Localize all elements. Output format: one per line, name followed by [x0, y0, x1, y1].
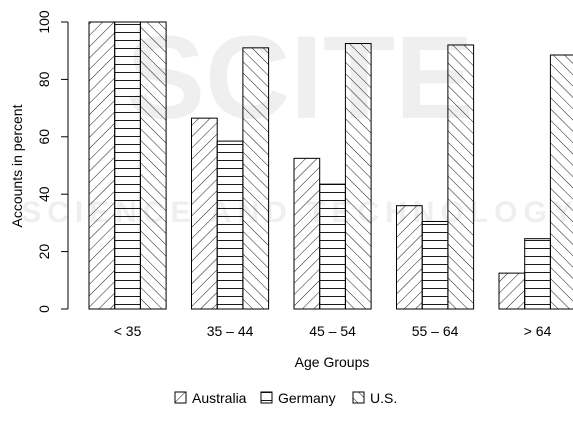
bar-us-1 [242, 47, 270, 310]
x-axis: < 35 35 – 44 45 – 54 55 – 64 > 64 [114, 323, 552, 339]
x-tick-label-2: 45 – 54 [309, 323, 356, 339]
legend-swatch-australia [174, 391, 187, 404]
legend-label-australia: Australia [192, 390, 247, 406]
y-tick-label-0: 0 [36, 305, 52, 313]
bar-germany-0 [114, 21, 141, 310]
bar-us-3 [447, 44, 475, 310]
bar-australia-1 [191, 117, 218, 310]
legend-swatch-us [352, 391, 365, 404]
bar-germany-2 [319, 183, 346, 310]
legend-swatch-germany [260, 391, 273, 404]
x-tick-label-0: < 35 [114, 323, 142, 339]
bar-germany-4 [524, 238, 551, 310]
y-tick-label-2: 40 [36, 186, 52, 202]
y-tick-label-5: 100 [36, 10, 52, 34]
watermark-main-text: SCITE [126, 12, 474, 144]
x-axis-label: Age Groups [295, 354, 370, 370]
y-tick-label-1: 20 [36, 244, 52, 260]
y-tick-label-4: 80 [36, 71, 52, 87]
x-tick-label-3: 55 – 64 [412, 323, 459, 339]
bar-germany-1 [216, 140, 244, 310]
bar-us-4 [549, 54, 573, 310]
bar-australia-0 [88, 21, 116, 310]
legend-label-germany: Germany [278, 390, 336, 406]
x-tick-label-4: > 64 [524, 323, 552, 339]
y-axis: 0 20 40 60 80 100 [36, 10, 69, 313]
x-tick-label-1: 35 – 44 [207, 323, 254, 339]
legend: Australia Germany U.S. [174, 390, 397, 406]
bar-australia-4 [498, 272, 526, 310]
y-axis-label: Accounts in percent [9, 104, 25, 227]
bar-australia-3 [396, 205, 423, 310]
bar-australia-2 [293, 157, 321, 310]
bar-us-0 [139, 21, 167, 310]
legend-label-us: U.S. [370, 390, 397, 406]
bars-layer [88, 21, 573, 310]
y-tick-label-3: 60 [36, 129, 52, 145]
bar-us-2 [344, 43, 372, 310]
bar-germany-3 [421, 220, 449, 310]
